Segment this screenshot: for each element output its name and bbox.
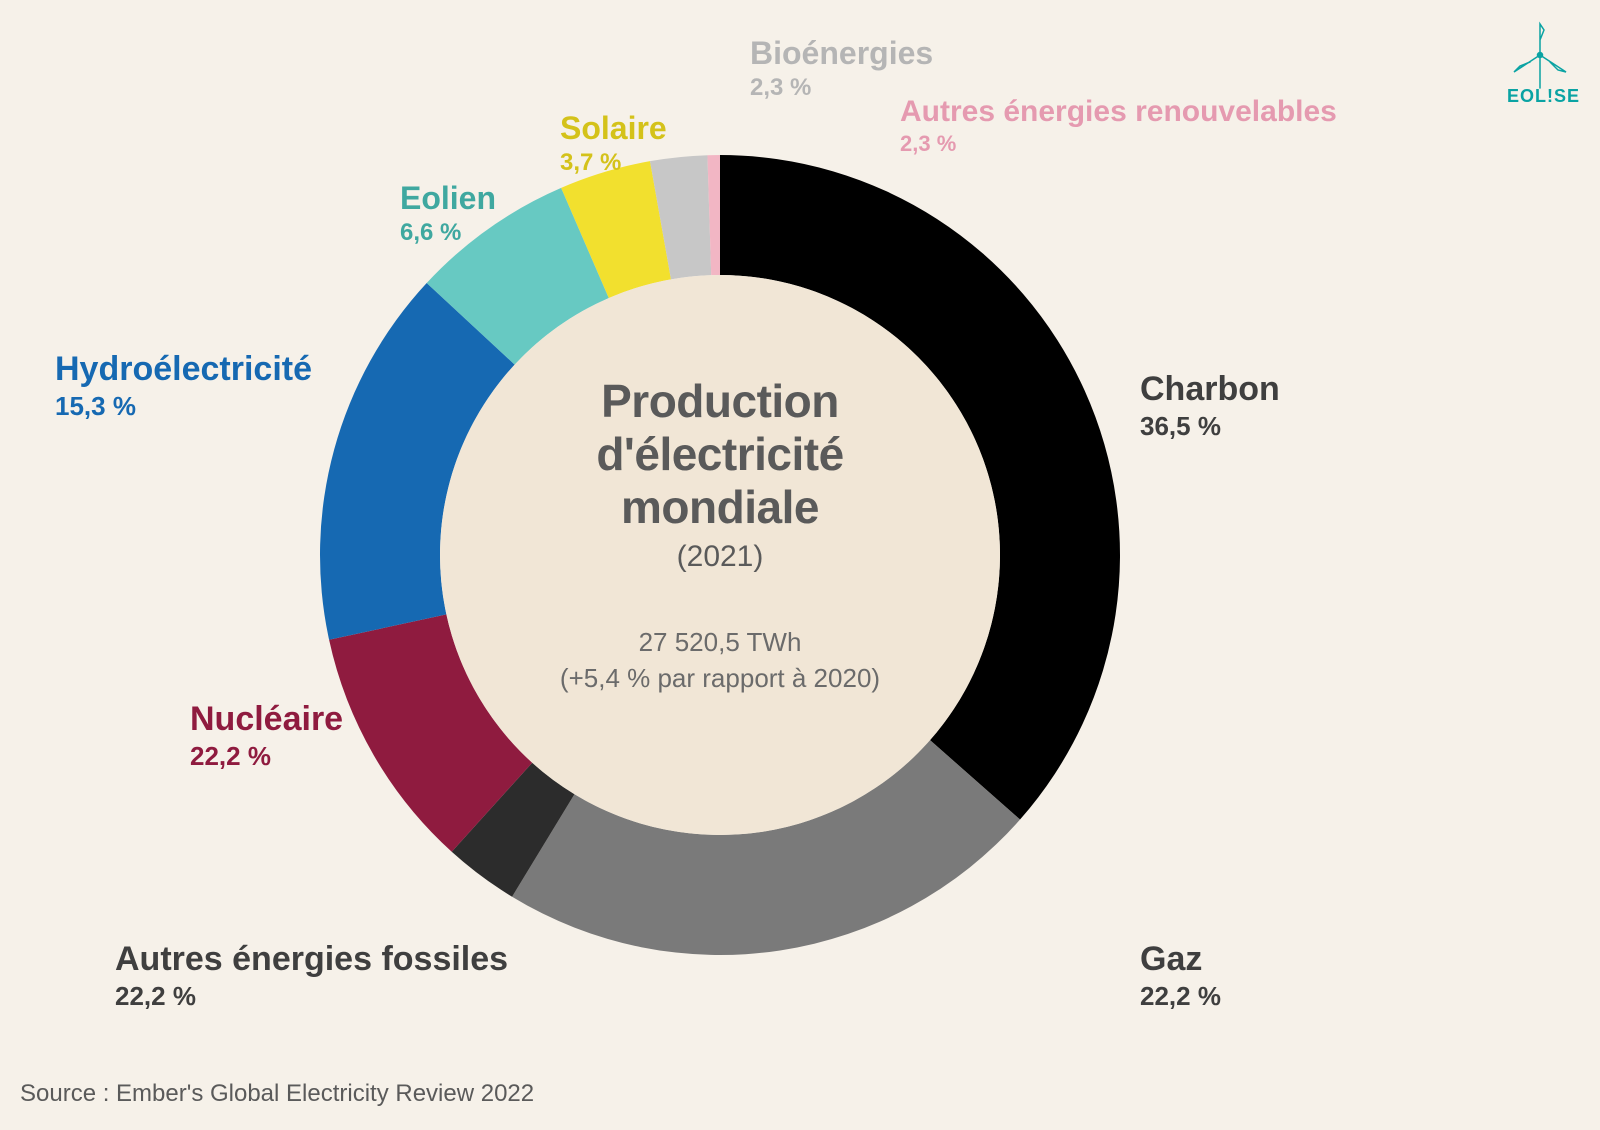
source-text: Source : Ember's Global Electricity Revi… <box>20 1080 534 1108</box>
donut-hole <box>440 275 1000 835</box>
stage: Production d'électricité mondiale (2021)… <box>0 0 1600 1130</box>
donut-chart <box>0 0 1600 1130</box>
windmill-icon <box>1500 20 1580 90</box>
logo: EOL!SE <box>1500 20 1580 107</box>
logo-text: EOL!SE <box>1500 86 1580 107</box>
